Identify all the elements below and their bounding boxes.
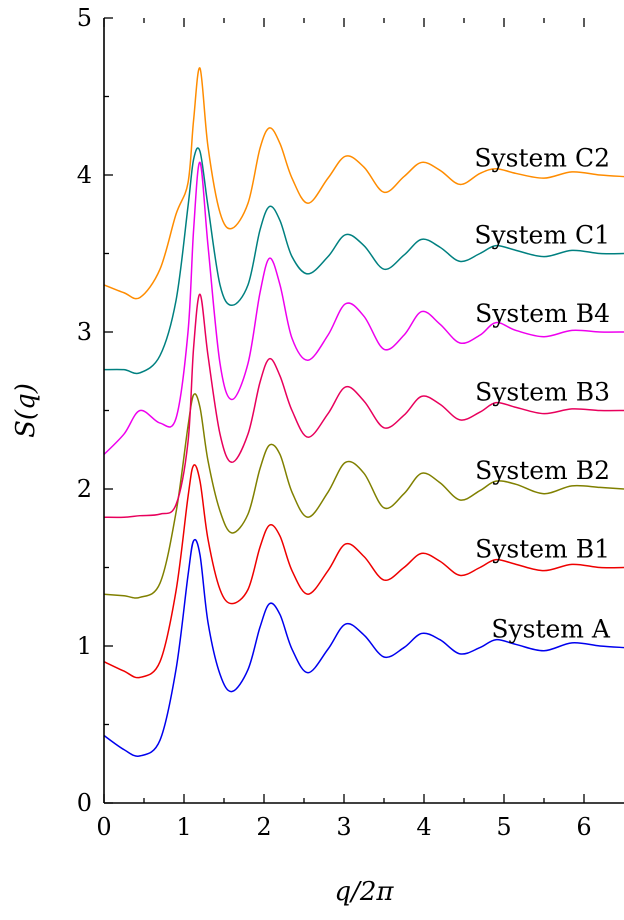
y-tick-label: 1 xyxy=(77,632,92,660)
series-label-system-b3: System B3 xyxy=(475,378,610,407)
series-labels: System A System B1 System B2 System B3 Syste… xyxy=(474,144,611,644)
x-tick-label: 0 xyxy=(96,813,111,841)
series-label-system-a: System A xyxy=(491,615,611,644)
ticks-layer: 0 1 2 3 4 5 0 1 2 3 4 5 6 xyxy=(77,4,592,841)
series-line-system-c1 xyxy=(103,147,624,375)
x-tick-label: 6 xyxy=(576,813,591,841)
series-line-system-a xyxy=(103,538,624,757)
series-label-system-b4: System B4 xyxy=(475,299,610,328)
series-line-system-b1 xyxy=(103,464,624,679)
x-tick-label: 2 xyxy=(256,813,271,841)
series-line-system-b3 xyxy=(103,293,624,519)
x-tick-label: 1 xyxy=(176,813,191,841)
series-line-system-b2 xyxy=(103,393,624,599)
series-line-system-b4 xyxy=(103,161,624,455)
series-line-system-c2 xyxy=(103,67,624,300)
y-tick-label: 5 xyxy=(77,4,92,32)
x-tick-label: 5 xyxy=(496,813,511,841)
series-label-system-b2: System B2 xyxy=(475,456,610,485)
y-tick-label: 3 xyxy=(77,318,92,346)
x-tick-label: 3 xyxy=(336,813,351,841)
series-layer xyxy=(103,67,624,757)
series-label-system-b1: System B1 xyxy=(475,535,610,564)
y-axis-label: S(q) xyxy=(11,383,41,438)
series-label-system-c2: System C2 xyxy=(474,144,610,173)
y-tick-label: 0 xyxy=(77,789,92,817)
axes-layer xyxy=(103,18,624,804)
x-axis-label: q/2π xyxy=(334,877,394,907)
series-label-system-c1: System C1 xyxy=(474,221,610,250)
y-tick-label: 4 xyxy=(77,161,92,189)
x-tick-label: 4 xyxy=(416,813,431,841)
y-tick-label: 2 xyxy=(77,475,92,503)
